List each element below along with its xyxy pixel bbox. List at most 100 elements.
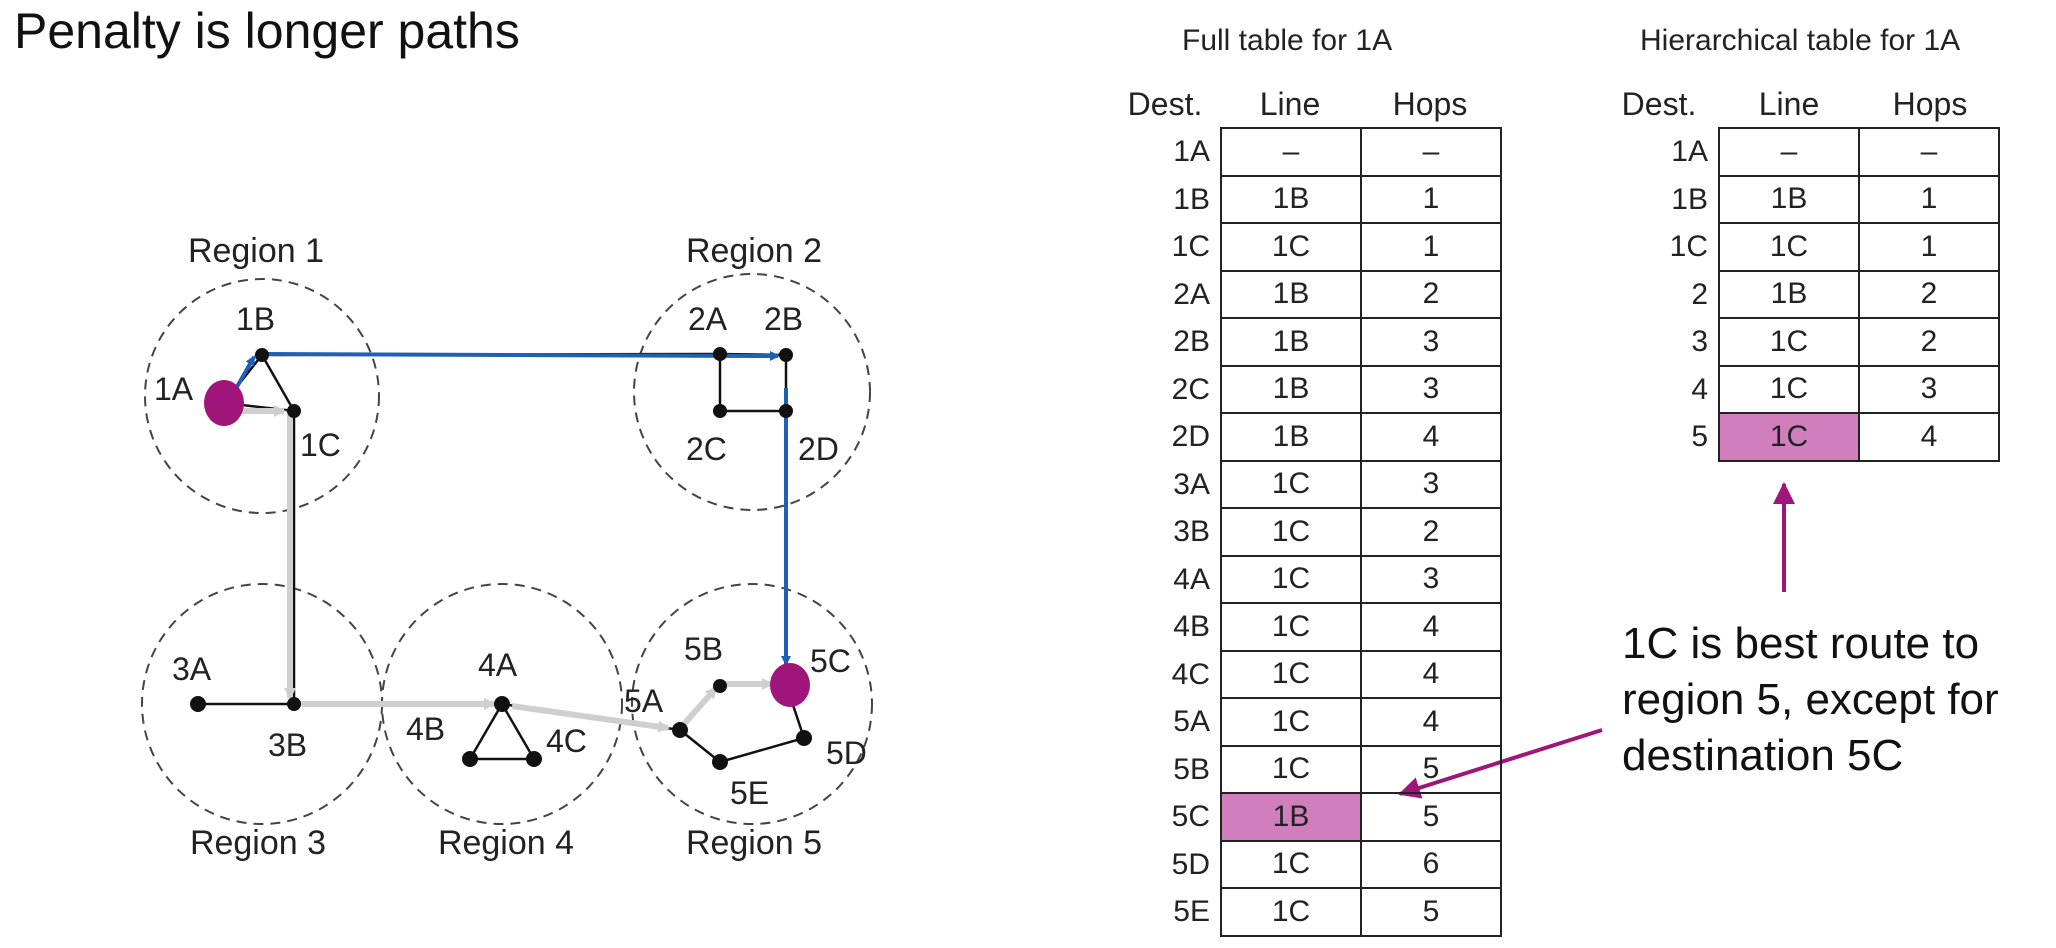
hier-table-dest-6: 5	[1691, 420, 1708, 453]
hier-table-line-cell-6: 1C	[1718, 412, 1860, 462]
full-table-hops-cell-6: 4	[1360, 412, 1502, 462]
node-1C-dot	[287, 404, 301, 418]
full-table-hops-cell-11: 4	[1360, 649, 1502, 699]
node-5A-label: 5A	[624, 683, 664, 719]
hier-table-header-hops: Hops	[1892, 86, 1968, 122]
node-5D-label: 5D	[826, 735, 867, 771]
annotation-line-3: destination 5C	[1622, 731, 1904, 780]
link-5E-5D	[719, 736, 805, 764]
full-table-dest-9: 4A	[1173, 562, 1210, 596]
full-table-dest-6: 2D	[1171, 420, 1210, 453]
node-4A-dot	[494, 696, 510, 712]
hier-table-line-cell-3: 1B	[1718, 269, 1860, 319]
full-table-hops-cell-13: 5	[1360, 744, 1502, 794]
node-2B-label: 2B	[764, 301, 803, 337]
full-table-hops-cell-1: 1	[1360, 174, 1502, 224]
hier-table-dest-3: 2	[1691, 277, 1708, 311]
hier-table-hops-cell-1: 1	[1858, 174, 2000, 224]
full-table-line-cell-6: 1B	[1220, 412, 1362, 462]
full-table-line-cell-11: 1C	[1220, 649, 1362, 699]
full-table-line-cell-10: 1C	[1220, 602, 1362, 652]
full-table-dest-15: 5D	[1171, 847, 1210, 881]
full-table-line-cell-4: 1B	[1220, 317, 1362, 367]
node-1B-label: 1B	[236, 301, 275, 337]
full-table-dest-13: 5B	[1173, 752, 1210, 786]
full-table-dest-3: 2A	[1173, 277, 1210, 311]
region-2-label: Region 2	[686, 232, 822, 270]
node-1C-label: 1C	[300, 427, 341, 463]
region-2-boundary	[633, 273, 871, 511]
region-5-label: Region 5	[686, 824, 822, 862]
node-4C-dot	[526, 751, 542, 767]
route-gray-5A-to-5B	[681, 686, 719, 726]
region-5-boundary	[631, 583, 873, 825]
hier-table-dest-4: 3	[1691, 325, 1708, 358]
full-table-hops-cell-4: 3	[1360, 317, 1502, 367]
hier-table-dest-5: 4	[1691, 372, 1708, 406]
full-table-dest-12: 5A	[1173, 705, 1210, 738]
hier-table-line-cell-1: 1B	[1718, 174, 1860, 224]
full-table-hops-cell-9: 3	[1360, 554, 1502, 604]
full-table-hops-cell-12: 4	[1360, 697, 1502, 747]
hier-table-line-cell-0: –	[1718, 127, 1860, 177]
full-table-line-cell-5: 1B	[1220, 364, 1362, 414]
full-table-line-cell-12: 1C	[1220, 697, 1362, 747]
region-4-label: Region 4	[438, 824, 574, 862]
full-table-line-cell-0: –	[1220, 127, 1362, 177]
route-gray-4A-to-5A	[511, 703, 670, 733]
full-table-dest-0: 1A	[1173, 135, 1210, 168]
node-1A-highlight	[204, 380, 244, 426]
full-table-hops-cell-5: 3	[1360, 364, 1502, 414]
full-table-header-dest: Dest.	[1127, 86, 1203, 122]
full-table-hops-cell-8: 2	[1360, 507, 1502, 557]
full-table-title: Full table for 1A	[1182, 24, 1393, 57]
full-table-line-cell-16: 1C	[1220, 887, 1362, 937]
node-1A-label: 1A	[154, 371, 194, 407]
region-1-label: Region 1	[188, 232, 324, 270]
full-table-hops-cell-14: 5	[1360, 792, 1502, 842]
full-table-dest-5: 2C	[1171, 372, 1210, 406]
node-1B-dot	[255, 348, 269, 362]
full-table-line-cell-8: 1C	[1220, 507, 1362, 557]
hier-table-hops-cell-6: 4	[1858, 412, 2000, 462]
node-4A-label: 4A	[478, 647, 518, 683]
full-table-line-cell-14: 1B	[1220, 792, 1362, 842]
full-table-hops-cell-2: 1	[1360, 222, 1502, 272]
full-table-hops-cell-16: 5	[1360, 887, 1502, 937]
full-table-header-hops: Hops	[1392, 86, 1468, 122]
full-table-dest-16: 5E	[1173, 895, 1210, 928]
hier-table-hops-cell-5: 3	[1858, 364, 2000, 414]
full-table-dest-7: 3A	[1173, 467, 1210, 501]
full-table-dest-10: 4B	[1173, 610, 1210, 643]
node-2D-label: 2D	[798, 431, 839, 467]
region-3-label: Region 3	[190, 824, 326, 862]
node-2D-dot	[779, 404, 793, 418]
full-table-hops-cell-15: 6	[1360, 839, 1502, 889]
full-table-hops-cell-0: –	[1360, 127, 1502, 177]
hier-table-hops-cell-3: 2	[1858, 269, 2000, 319]
node-3A-label: 3A	[172, 651, 212, 687]
node-5D-dot	[796, 730, 812, 746]
node-3B-label: 3B	[268, 727, 307, 763]
node-4C-label: 4C	[546, 723, 587, 759]
node-5C-highlight	[770, 663, 810, 707]
full-table-hops-cell-3: 2	[1360, 269, 1502, 319]
node-5B-label: 5B	[684, 631, 723, 667]
node-3B-dot	[287, 697, 301, 711]
annotation-line-2: region 5, except for	[1622, 675, 1999, 724]
link-4A-4C	[500, 703, 536, 760]
full-table-dest-8: 3B	[1173, 515, 1210, 548]
slide-heading: Penalty is longer paths	[14, 3, 520, 59]
full-table-line-cell-13: 1C	[1220, 744, 1362, 794]
node-5B-dot	[713, 679, 727, 693]
node-3A-dot	[190, 696, 206, 712]
full-table-header-line: Line	[1259, 86, 1321, 122]
full-table-dest-4: 2B	[1173, 325, 1210, 358]
hier-table-line-cell-4: 1C	[1718, 317, 1860, 367]
full-table-line-cell-7: 1C	[1220, 459, 1362, 509]
full-table-dest-14: 5C	[1171, 800, 1210, 833]
annotation-line-1: 1C is best route to	[1622, 619, 1980, 668]
link-4A-4B	[468, 703, 504, 760]
full-table-hops-cell-10: 4	[1360, 602, 1502, 652]
hier-table-hops-cell-4: 2	[1858, 317, 2000, 367]
